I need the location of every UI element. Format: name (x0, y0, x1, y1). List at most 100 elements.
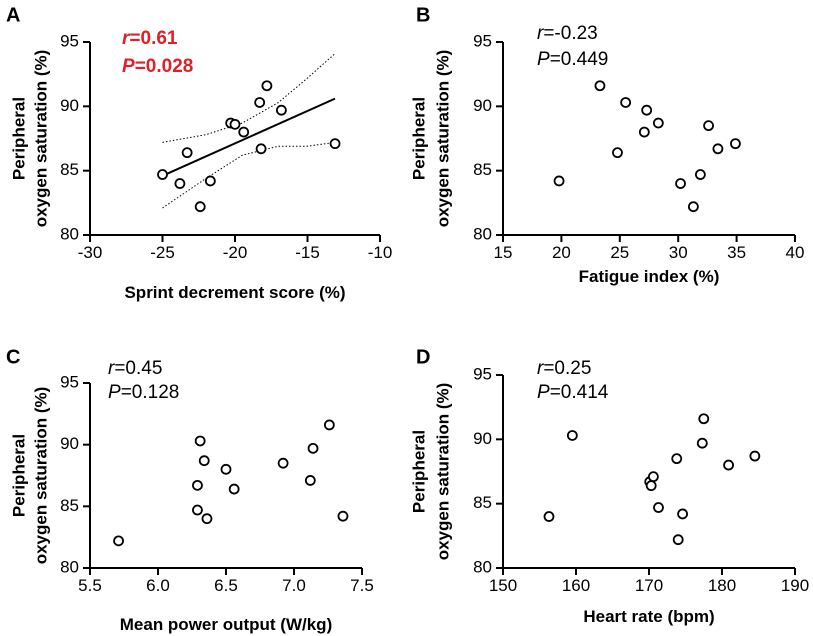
data-point-d (566, 430, 578, 441)
x-tick-label-b: 30 (669, 243, 688, 262)
data-point-d (723, 459, 734, 471)
x-tick-label-b: 20 (552, 243, 571, 262)
stat-r-b: r=-0.23 (537, 23, 598, 44)
stat-p-symbol-b: P (537, 49, 550, 70)
x-axis-title-b: Fatigue index (%) (579, 267, 720, 286)
stat-r-symbol-c: r (108, 358, 115, 379)
stat-r-a: r=0.61 (122, 28, 178, 49)
x-tick-label-d: 160 (562, 576, 590, 595)
stat-r-symbol-d: r (537, 358, 544, 379)
y-tick-label-a: 80 (60, 224, 79, 243)
y-tick-label-d: 80 (473, 557, 492, 576)
data-point-b (687, 201, 699, 213)
panel-letter-c: C (6, 346, 20, 368)
data-point-d (677, 508, 688, 520)
stat-p-value-b: =0.449 (550, 49, 609, 70)
data-point-d (543, 511, 555, 522)
panel-b: B 15 20 25 30 35 40 80 85 90 95 Peripheral oxygen sa… (409, 4, 804, 286)
panel-d: D 150 160 170 180 190 80 85 90 95 Peripheral oxygen… (409, 346, 809, 626)
y-tick-label-d: 85 (473, 493, 492, 512)
panel-c: C 5.5 6.0 6.5 7.0 7.5 80 85 90 95 Peripheral oxygen… (6, 346, 374, 634)
x-tick-label-a: -10 (368, 243, 393, 262)
stat-p-symbol-c: P (108, 382, 121, 403)
y-tick-label-d: 95 (473, 364, 492, 383)
data-point-d (698, 413, 710, 425)
x-tick-label-b: 15 (494, 243, 513, 262)
data-point-c (220, 463, 232, 475)
y-axis-title-c: Peripheral (9, 434, 28, 517)
data-point-a (194, 201, 206, 213)
stat-p-value-a: =0.028 (135, 56, 194, 77)
data-point-a (204, 175, 216, 187)
data-point-c (192, 504, 203, 516)
y-tick-label-c: 90 (60, 434, 79, 453)
panel-letter-d: D (416, 346, 430, 368)
data-point-a (174, 178, 186, 189)
y-axis-title-a: Peripheral (9, 97, 28, 180)
stat-p-symbol-a: P (122, 56, 135, 77)
data-point-a (329, 138, 341, 150)
x-tick-label-a: -30 (78, 243, 103, 262)
y-tick-label-a: 85 (60, 160, 79, 179)
data-point-b (730, 138, 741, 150)
y-axis-title-d: Peripheral (409, 430, 428, 513)
data-point-d (647, 471, 659, 483)
data-point-d (749, 450, 761, 462)
data-point-c (323, 419, 335, 431)
x-tick-label-c: 6.0 (146, 576, 170, 595)
y-axis-title-a: oxygen saturation (%) (31, 50, 50, 228)
panel-letter-b: B (416, 4, 430, 26)
y-tick-label-c: 80 (60, 557, 79, 576)
stat-r-value-c: =0.45 (114, 358, 162, 379)
data-point-c (201, 513, 213, 525)
data-point-d (671, 453, 683, 465)
data-point-b (641, 104, 653, 116)
stat-p-d: P=0.414 (537, 382, 609, 403)
y-tick-label-c: 85 (60, 496, 79, 515)
panel-a: A -30 -25 -20 -15 -10 80 85 90 95 Peripheral oxygen… (6, 4, 392, 302)
data-point-d (645, 480, 657, 492)
x-tick-label-d: 150 (489, 576, 517, 595)
x-tick-label-d: 180 (708, 576, 736, 595)
stat-p-a: P=0.028 (122, 56, 193, 77)
stat-p-symbol-d: P (537, 382, 550, 403)
y-tick-label-d: 90 (473, 429, 492, 448)
data-point-c (192, 479, 203, 491)
data-point-a (255, 143, 267, 155)
stat-r-value-a: =0.61 (129, 28, 178, 49)
data-point-c (194, 435, 206, 447)
x-tick-label-a: -25 (150, 243, 175, 262)
x-axis-title-d: Heart rate (bpm) (583, 607, 714, 626)
stat-r-symbol-b: r (537, 23, 544, 44)
y-tick-label-b: 80 (473, 224, 492, 243)
y-axis-title-b: Peripheral (409, 97, 428, 180)
y-tick-label-b: 85 (473, 160, 492, 179)
x-tick-label-a: -20 (223, 243, 248, 262)
data-point-c (228, 483, 240, 495)
data-point-b (620, 97, 632, 108)
data-point-a (254, 97, 266, 108)
data-point-c (198, 455, 210, 467)
data-point-c (304, 475, 316, 486)
data-point-b (675, 178, 686, 189)
y-tick-label-a: 90 (60, 96, 79, 115)
data-point-c (337, 510, 349, 522)
stat-r-symbol-a: r (122, 28, 131, 49)
data-point-b (652, 117, 664, 129)
stat-p-value-d: =0.414 (550, 382, 609, 403)
data-point-a (181, 147, 193, 159)
data-point-b (638, 126, 650, 138)
data-point-a (229, 118, 241, 130)
x-tick-label-d: 170 (635, 576, 663, 595)
stat-r-c: r=0.45 (108, 358, 162, 379)
stat-p-c: P=0.128 (108, 382, 179, 403)
y-tick-label-a: 95 (60, 31, 79, 50)
data-point-b (712, 143, 724, 155)
panel-letter-a: A (6, 4, 20, 26)
x-tick-label-b: 25 (610, 243, 629, 262)
data-point-a (157, 169, 168, 180)
x-tick-label-c: 7.0 (282, 576, 306, 595)
y-axis-title-b: oxygen saturation (%) (433, 50, 452, 228)
y-axis-title-d: oxygen saturation (%) (433, 383, 452, 561)
